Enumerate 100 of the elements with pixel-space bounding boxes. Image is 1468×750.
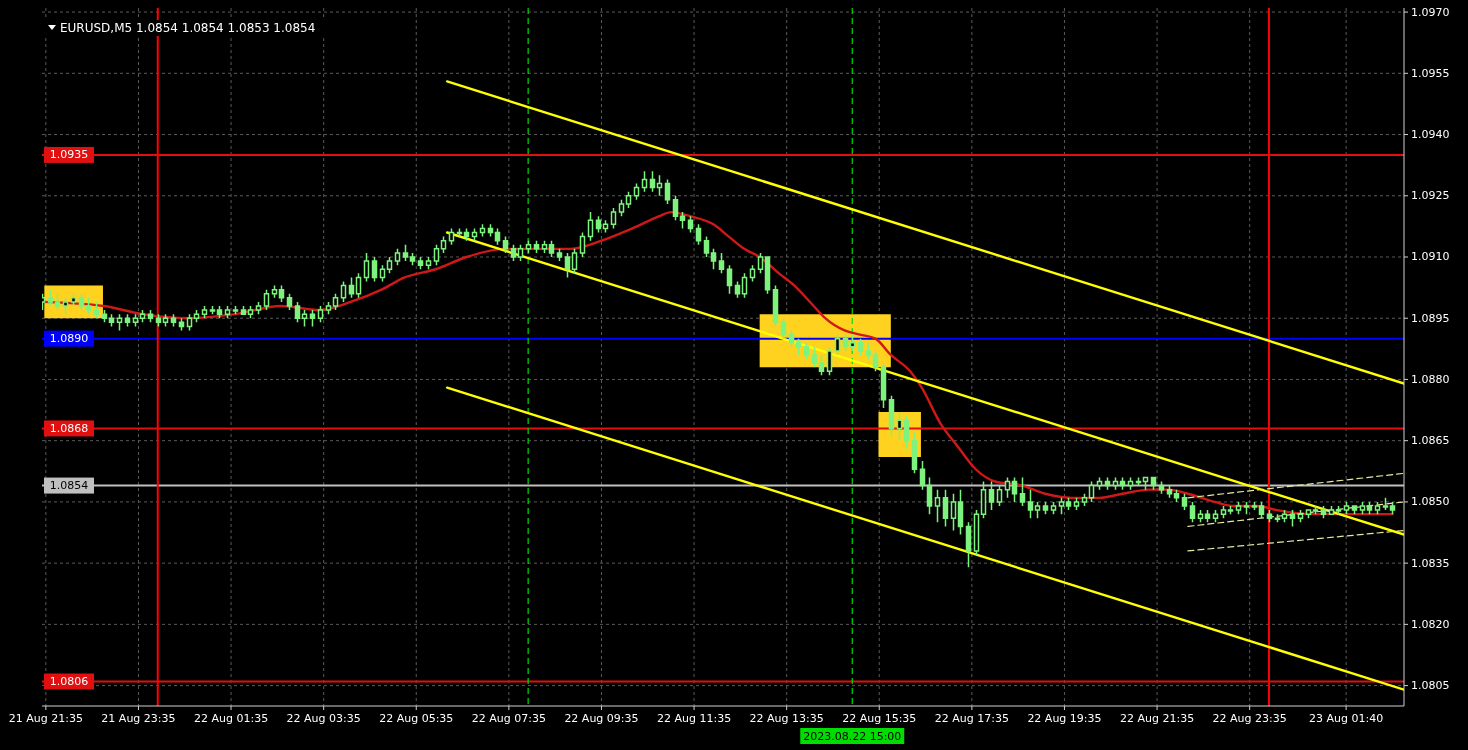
candlestick [62, 297, 69, 315]
candlestick [973, 509, 980, 556]
candlestick [564, 252, 571, 279]
candlestick [1297, 509, 1304, 524]
candlestick [494, 227, 501, 246]
candlestick [533, 239, 540, 254]
candlestick [116, 313, 123, 332]
ref-line-label: 1.0806 [49, 675, 89, 689]
x-tick-label: 22 Aug 21:35 [1119, 712, 1195, 725]
candlestick [317, 305, 324, 324]
candlestick [934, 488, 941, 524]
candlestick [332, 292, 339, 311]
candlestick [525, 239, 532, 254]
candlestick [834, 333, 841, 356]
candlestick [425, 256, 432, 270]
candlestick [132, 313, 139, 328]
candlestick [749, 264, 756, 283]
candlestick [548, 239, 555, 258]
candlestick [842, 333, 849, 352]
candlestick [47, 288, 54, 307]
candlestick [1243, 501, 1250, 515]
candlestick [1335, 505, 1342, 515]
candlestick [734, 280, 741, 299]
candlestick [587, 211, 594, 242]
candlestick [1220, 505, 1227, 519]
candlestick [340, 280, 347, 303]
ref-line-label: 1.0935 [49, 148, 89, 162]
candlestick [1374, 501, 1381, 515]
candlestick [363, 252, 370, 283]
candlestick [147, 309, 154, 324]
candlestick [510, 244, 517, 262]
candlestick [348, 276, 355, 299]
candlestick [726, 264, 733, 295]
candlestick [1343, 501, 1350, 515]
candlestick [1189, 501, 1196, 524]
candlestick [818, 354, 825, 377]
candlestick [1312, 505, 1319, 515]
candlestick [325, 301, 332, 315]
candlestick [718, 252, 725, 275]
candlestick [471, 227, 478, 242]
x-tick-label: 23 Aug 01:40 [1309, 712, 1384, 725]
candlestick [355, 272, 362, 299]
x-tick-label: 21 Aug 21:35 [8, 712, 83, 725]
candlestick [409, 252, 416, 266]
candlestick [1258, 501, 1265, 519]
candlestick [1173, 488, 1180, 503]
candlestick [1281, 509, 1288, 524]
candlestick [93, 301, 100, 319]
candlestick [1034, 501, 1041, 519]
x-tick-label: 22 Aug 19:35 [1027, 712, 1102, 725]
candlestick [1058, 497, 1065, 515]
candlestick [625, 190, 632, 209]
candlestick [656, 174, 663, 197]
candlestick [1096, 476, 1103, 491]
candlestick [1274, 513, 1281, 524]
candlestick [108, 313, 115, 328]
candlestick [1127, 476, 1134, 491]
candlestick [1251, 501, 1258, 511]
candlestick [980, 480, 987, 519]
y-tick-label: 1.0820 [1411, 617, 1450, 631]
candlestick [633, 182, 640, 201]
candlestick [541, 239, 548, 254]
y-tick-label: 1.0955 [1411, 66, 1450, 80]
x-tick-label: 22 Aug 13:35 [749, 712, 824, 725]
candlestick [216, 305, 223, 319]
candlestick [1042, 501, 1049, 515]
candlestick [757, 252, 764, 275]
candlestick [1150, 476, 1157, 491]
candlestick [1027, 488, 1034, 519]
x-tick-label: 22 Aug 09:35 [564, 712, 639, 725]
candlestick [1359, 501, 1366, 515]
candlestick [957, 488, 964, 536]
x-tick-label: 22 Aug 23:35 [1212, 712, 1287, 725]
candlestick [1065, 497, 1072, 511]
y-tick-label: 1.0970 [1411, 5, 1450, 19]
ref-line-label: 1.0868 [49, 421, 89, 435]
candlestick [896, 411, 903, 442]
candlestick [872, 350, 879, 373]
candlestick [502, 235, 509, 254]
candlestick [209, 305, 216, 315]
candlestick [857, 337, 864, 356]
candlestick [602, 219, 609, 234]
candlestick [240, 305, 247, 315]
candlestick [571, 248, 578, 275]
candlestick [139, 309, 146, 324]
x-tick-label: 22 Aug 05:35 [379, 712, 454, 725]
candlestick [1366, 501, 1373, 515]
x-tick-label: 22 Aug 11:35 [656, 712, 732, 725]
candlestick [386, 256, 393, 275]
line-series [42, 210, 1394, 516]
candlestick [78, 292, 85, 311]
candlestick [394, 248, 401, 266]
x-tick-label: 22 Aug 03:35 [286, 712, 361, 725]
y-tick-label: 1.0925 [1411, 189, 1450, 203]
candlestick [278, 284, 285, 303]
candlestick [309, 309, 316, 328]
candlestick [263, 288, 270, 311]
candlestick [70, 292, 77, 307]
candlestick [440, 235, 447, 254]
y-tick-label: 1.0835 [1411, 556, 1450, 570]
